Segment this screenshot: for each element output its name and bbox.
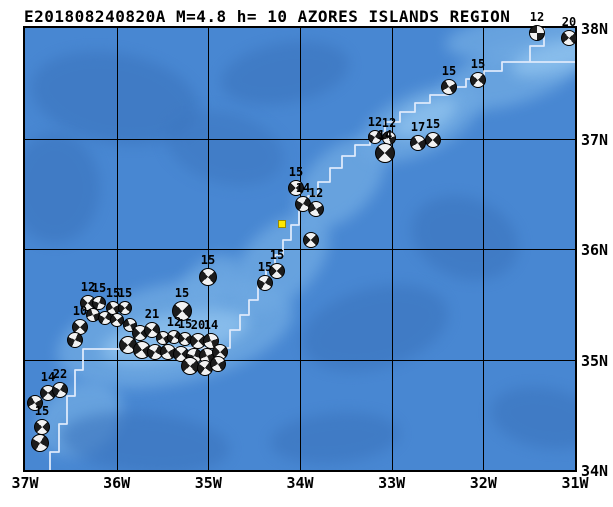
depth-label: 12	[529, 10, 545, 24]
focal-mechanism-marker	[110, 313, 124, 327]
mechanisms-layer: 12 20 15 15 12 12 14 17 15 15 14 12 15 15 15 12 15 15 15 10…	[25, 11, 577, 470]
depth-label: 15	[441, 64, 457, 78]
depth-label: 15	[174, 286, 190, 300]
lon-tick-label: 31W	[561, 474, 589, 492]
focal-mechanism-marker	[210, 356, 226, 372]
focal-mechanism-marker	[375, 143, 395, 163]
depth-label: 12	[367, 115, 383, 129]
lon-tick-label: 33W	[378, 474, 406, 492]
focal-mechanism-marker	[308, 201, 324, 217]
lat-tick-label: 34N	[581, 462, 609, 480]
depth-label: 17	[410, 120, 426, 134]
depth-label: 15	[117, 286, 133, 300]
ocean-background	[25, 28, 575, 470]
focal-mechanism-marker	[269, 263, 285, 279]
focal-mechanism-marker	[561, 30, 577, 46]
focal-mechanism-marker	[172, 301, 192, 321]
bathymetry-patch	[25, 133, 100, 243]
depth-label: 15	[288, 165, 304, 179]
lat-tick-label: 36N	[581, 241, 609, 259]
focal-mechanism-marker	[199, 268, 217, 286]
lon-tick-label: 34W	[286, 474, 314, 492]
focal-mechanism-marker	[31, 434, 49, 452]
grid-line-horizontal	[25, 138, 575, 140]
lon-tick-label: 37W	[11, 474, 39, 492]
depth-label: 15	[200, 253, 216, 267]
depth-label: 10	[72, 304, 88, 318]
depth-label: 15	[105, 286, 121, 300]
focal-mechanism-marker	[425, 132, 441, 148]
focal-mechanism-marker	[118, 301, 132, 315]
lat-tick-label: 35N	[581, 351, 609, 370]
depth-label: 14	[203, 318, 219, 332]
depth-label: 15	[470, 57, 486, 71]
focal-mechanism-marker	[368, 130, 382, 144]
depth-label: 14	[295, 181, 311, 195]
event-marker	[278, 220, 286, 228]
depth-label: 14	[377, 128, 393, 142]
focal-mechanism-marker	[470, 72, 486, 88]
depth-label: 15	[269, 248, 285, 262]
focal-mechanism-marker	[34, 419, 50, 435]
focal-mechanism-marker	[288, 180, 304, 196]
lat-tick-label: 38N	[581, 20, 609, 38]
lon-tick-label: 36W	[103, 474, 131, 492]
depth-label: 12	[80, 280, 96, 294]
depth-label: 15	[425, 117, 441, 131]
map-plot: 12 20 15 15 12 12 14 17 15 15 14 12 15 15 15 12 15 15 15 10…	[23, 11, 577, 472]
depth-label: 12	[166, 315, 182, 329]
focal-mechanism-marker	[441, 79, 457, 95]
depth-label: 14	[40, 370, 56, 384]
focal-mechanism-marker	[52, 382, 68, 398]
figure-title: E201808240820A M=4.8 h= 10 AZORES ISLAND…	[24, 7, 511, 26]
focal-mechanism-marker	[257, 275, 273, 291]
depth-label: 20	[561, 15, 577, 29]
focal-mechanism-marker	[67, 332, 83, 348]
depth-label: 22	[52, 367, 68, 381]
focal-mechanism-marker	[27, 395, 43, 411]
depth-label: 15	[257, 260, 273, 274]
depth-label: 15	[91, 281, 107, 295]
depth-label: 12	[308, 186, 324, 200]
lon-tick-label: 32W	[469, 474, 497, 492]
depth-label: 21	[144, 307, 160, 321]
lat-tick-label: 37N	[581, 130, 609, 149]
grid-line-horizontal	[25, 249, 575, 250]
depth-label: 12	[381, 116, 397, 130]
depth-label: 20	[190, 318, 206, 332]
depth-label: 15	[34, 404, 50, 418]
lon-tick-label: 35W	[194, 474, 222, 492]
focal-mechanism-marker	[303, 232, 319, 248]
grid-line-horizontal	[25, 359, 575, 361]
focal-mechanism-marker	[92, 296, 106, 310]
depth-label: 15	[177, 317, 193, 331]
focal-mechanism-marker	[410, 135, 426, 151]
plate-boundary-branch	[529, 28, 545, 62]
focal-mechanism-marker	[529, 25, 545, 41]
